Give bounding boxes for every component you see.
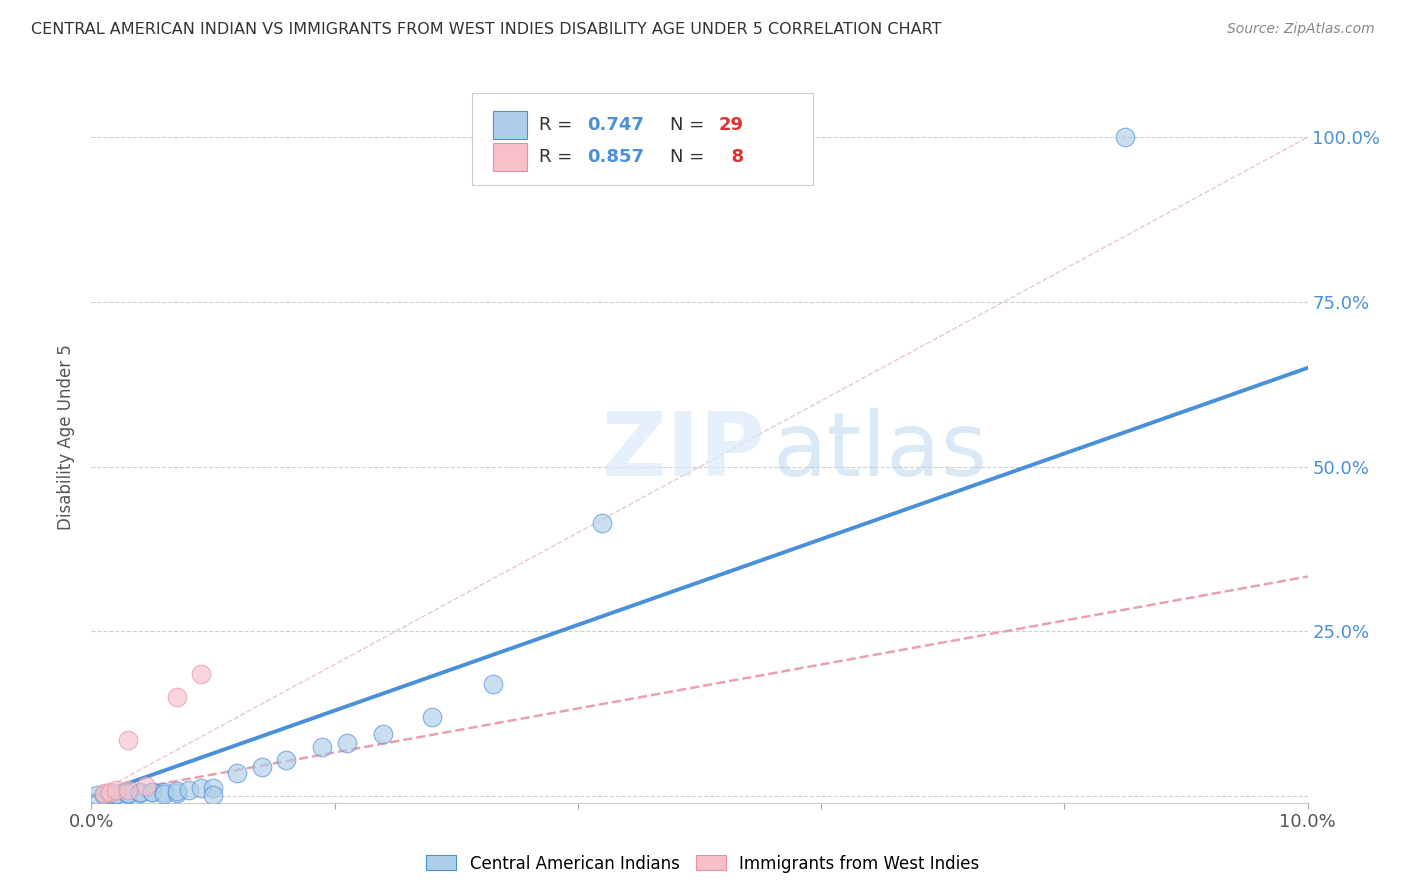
Point xyxy=(104,782,127,797)
Point xyxy=(202,788,225,802)
Point xyxy=(117,782,139,797)
Point xyxy=(311,739,333,754)
Point xyxy=(141,785,163,799)
Text: Source: ZipAtlas.com: Source: ZipAtlas.com xyxy=(1227,22,1375,37)
Legend: Central American Indians, Immigrants from West Indies: Central American Indians, Immigrants fro… xyxy=(419,848,987,880)
Point xyxy=(1114,130,1136,145)
Point xyxy=(117,786,139,800)
Text: R =: R = xyxy=(538,148,578,166)
Point xyxy=(481,677,503,691)
Text: ZIP: ZIP xyxy=(602,409,765,495)
Text: N =: N = xyxy=(671,148,710,166)
Point xyxy=(274,753,297,767)
Point xyxy=(153,787,176,801)
Point xyxy=(93,786,115,800)
Point xyxy=(104,787,127,801)
Point xyxy=(86,788,108,802)
Point xyxy=(153,784,176,798)
Point xyxy=(202,781,225,796)
Text: 29: 29 xyxy=(718,116,744,134)
Text: N =: N = xyxy=(671,116,710,134)
Point xyxy=(135,780,157,794)
Point xyxy=(117,733,139,747)
Y-axis label: Disability Age Under 5: Disability Age Under 5 xyxy=(58,344,76,530)
Point xyxy=(117,787,139,801)
Point xyxy=(190,667,212,681)
Point xyxy=(373,726,395,740)
Text: 0.857: 0.857 xyxy=(588,148,644,166)
Point xyxy=(166,786,188,800)
Point xyxy=(166,784,188,798)
Text: 8: 8 xyxy=(718,148,744,166)
Point xyxy=(98,784,121,798)
Point xyxy=(129,786,152,800)
Point xyxy=(336,737,359,751)
Point xyxy=(591,516,613,530)
Point xyxy=(420,710,443,724)
Text: R =: R = xyxy=(538,116,578,134)
Point xyxy=(129,785,152,799)
Point xyxy=(166,690,188,705)
Text: 0.747: 0.747 xyxy=(588,116,644,134)
FancyBboxPatch shape xyxy=(492,143,527,171)
Point xyxy=(104,787,127,801)
Text: atlas: atlas xyxy=(772,409,987,495)
Point xyxy=(141,784,163,798)
Point xyxy=(93,788,115,802)
FancyBboxPatch shape xyxy=(492,111,527,138)
Point xyxy=(177,782,200,797)
Text: CENTRAL AMERICAN INDIAN VS IMMIGRANTS FROM WEST INDIES DISABILITY AGE UNDER 5 CO: CENTRAL AMERICAN INDIAN VS IMMIGRANTS FR… xyxy=(31,22,942,37)
Point xyxy=(226,766,249,780)
FancyBboxPatch shape xyxy=(472,94,813,185)
Point xyxy=(190,780,212,795)
Point xyxy=(98,787,121,801)
Point xyxy=(250,759,273,773)
